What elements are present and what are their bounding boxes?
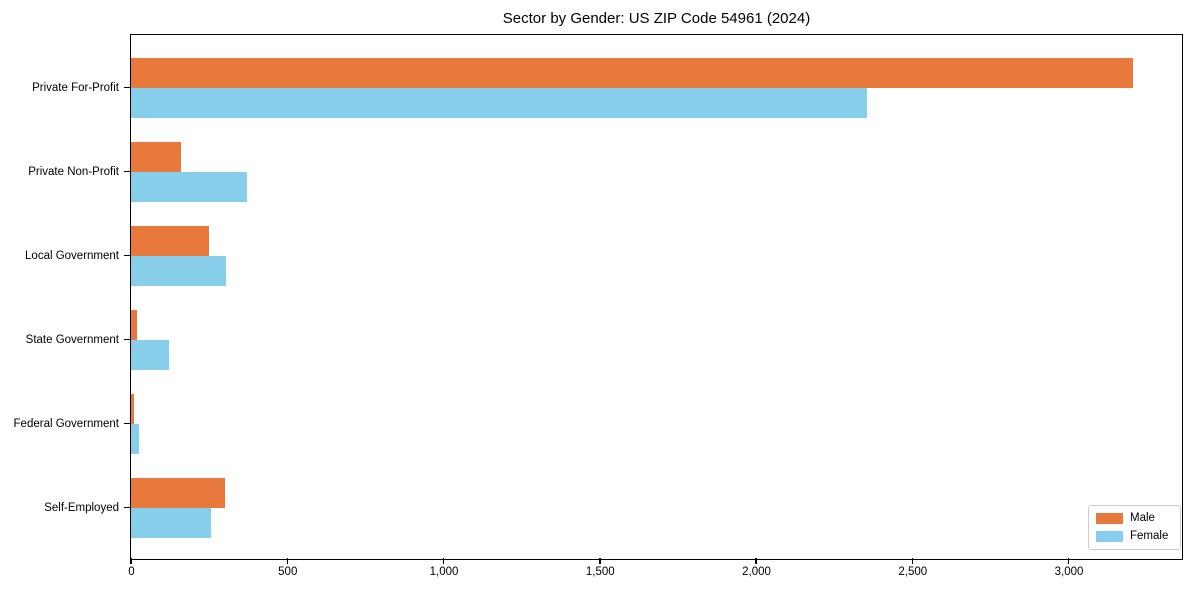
x-tick-mark [911,558,913,564]
bar-male-5 [131,393,135,424]
bar-male-3 [131,225,210,256]
legend-entry-male: Male [1096,512,1172,525]
bar-male-4 [131,309,138,340]
bar-male-6 [131,477,225,508]
x-tick-mark [599,558,601,564]
y-tick-mark [124,254,130,257]
bar-female-3 [131,255,227,286]
y-tick-mark [124,86,130,89]
y-axis-label: State Government [25,334,119,346]
x-tick-mark [1067,558,1070,564]
bar-female-4 [131,339,169,370]
chart-title: Sector by Gender: US ZIP Code 54961 (202… [502,10,811,27]
x-tick-mark [286,558,288,564]
y-tick-mark [124,170,130,173]
y-axis-label: Federal Government [13,418,119,430]
x-axis-labels: 0 500 1,000 1,500 2,000 2,500 3,000 [128,566,1182,582]
x-tick-label: 3,000 [1054,566,1084,578]
x-tick-mark [442,558,445,564]
y-tick-mark [124,338,130,341]
legend: Male Female [1088,505,1181,550]
x-tick-label: 2,500 [898,566,928,578]
x-tick-label: 1,500 [585,566,615,578]
bar-male-2 [131,141,181,172]
plot-area [124,34,1183,564]
x-tick-mark [755,558,757,564]
y-axis-labels: Private For-Profit Private Non-Profit Loca… [0,36,119,559]
bar-female-6 [131,507,211,538]
y-tick-mark [124,422,130,425]
y-axis-label: Private Non-Profit [28,166,119,178]
legend-label: Male [1130,512,1155,524]
legend-swatch-female [1096,531,1123,542]
x-tick-label: 500 [278,566,298,578]
x-tick-mark [130,558,132,564]
bar-female-5 [131,423,139,454]
legend-swatch-male [1096,513,1123,524]
legend-label: Female [1130,530,1169,542]
x-tick-label: 0 [128,566,135,578]
x-tick-label: 2,000 [742,566,771,578]
y-tick-mark [124,506,130,509]
legend-entry-female: Female [1096,530,1172,543]
bar-male-1 [131,57,1133,88]
bar-female-1 [131,87,867,118]
y-axis-label: Self-Employed [44,502,119,514]
x-tick-label: 1,000 [429,566,459,578]
y-axis-label: Private For-Profit [32,82,119,94]
bar-female-2 [131,171,247,202]
y-axis-label: Local Government [25,250,119,262]
